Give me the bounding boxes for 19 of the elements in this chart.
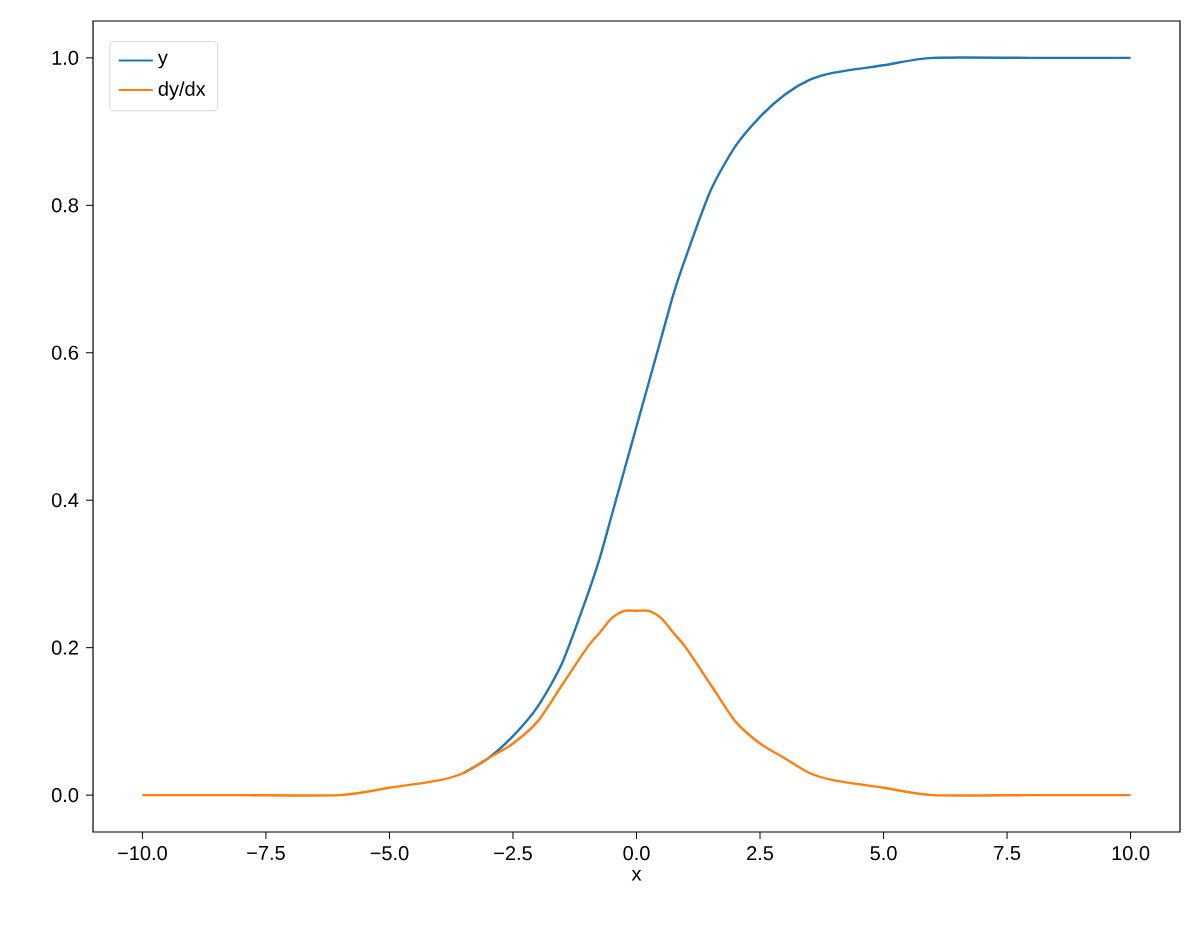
x-tick-label: −10.0: [118, 846, 167, 861]
legend-label: dy/dx: [158, 81, 206, 100]
y-tick-label: 0.6: [51, 345, 79, 360]
y-tick-label: 0.4: [51, 493, 79, 508]
line-series: [141, 609, 1132, 797]
x-tick-label: 7.5: [994, 846, 1021, 860]
x-tick-label: −7.5: [247, 846, 285, 860]
x-tick-label: −5.0: [370, 846, 409, 861]
y-tick-label: 0.2: [51, 640, 78, 655]
x-tick-label: −2.5: [494, 846, 532, 861]
x-tick-label: 10.0: [1112, 846, 1150, 861]
y-tick-label: 1.0: [52, 50, 79, 65]
x-tick-label: 5.0: [870, 846, 897, 861]
y-tick-label: 0.0: [51, 788, 79, 803]
legend-label: y: [157, 53, 168, 69]
x-tick-label: 0.0: [623, 846, 650, 861]
x-axis-title: x: [631, 869, 642, 881]
y-tick-label: 0.8: [51, 198, 79, 213]
x-tick-label: 2.5: [747, 846, 774, 861]
